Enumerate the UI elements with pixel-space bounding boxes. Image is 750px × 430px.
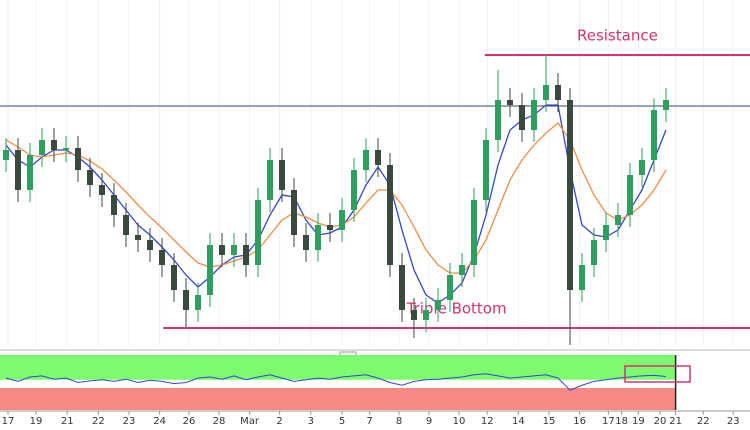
candle-body [519, 105, 525, 130]
x-tick-label: 23 [727, 416, 740, 427]
x-tick-label: 26 [183, 416, 196, 427]
x-tick-label: 21 [61, 416, 74, 427]
candle-body [531, 100, 537, 130]
x-tick-label: 7 [366, 416, 372, 427]
candle-body [255, 200, 261, 265]
candle-body [615, 215, 621, 225]
candle-body [663, 100, 669, 110]
candle-body [507, 100, 513, 105]
oscillator-line [5, 373, 667, 391]
candle-body [267, 160, 273, 200]
candle-body [231, 245, 237, 255]
candle-body [87, 170, 93, 185]
candle-body [399, 265, 405, 310]
x-tick-label: 15 [543, 416, 556, 427]
x-tick-label: 8 [396, 416, 402, 427]
candle-body [207, 245, 213, 295]
candle-body [627, 175, 633, 215]
candle-body [135, 235, 141, 240]
candle-body [411, 310, 417, 320]
candle-body [495, 100, 501, 140]
candle-body [243, 245, 249, 265]
x-tick-label: 9 [426, 416, 432, 427]
candle-body [39, 140, 45, 155]
x-tick-label: 12 [481, 416, 494, 427]
oversold-band [0, 388, 676, 410]
candle-body [375, 150, 381, 165]
overbought-band [0, 355, 676, 380]
x-tick-label: 22 [697, 416, 710, 427]
x-tick-label: 17 [2, 416, 15, 427]
candle-body [15, 150, 21, 190]
moving-average [5, 122, 667, 274]
x-tick-label: 22 [92, 416, 105, 427]
x-tick-label: 23 [123, 416, 136, 427]
candle-body [3, 150, 9, 160]
candle-body [591, 240, 597, 265]
candle-body [327, 225, 333, 230]
highlight-box [624, 365, 691, 383]
candle-body [351, 170, 357, 210]
x-tick-label: 10 [453, 416, 466, 427]
x-tick-label: 17 [602, 416, 615, 427]
candle-body [159, 250, 165, 265]
candle-body [303, 235, 309, 250]
candle-body [639, 160, 645, 175]
x-tick-label: 19 [30, 416, 43, 427]
annotation-label: Triple Bottom [406, 300, 507, 318]
candle-body [99, 185, 105, 195]
candle-body [603, 225, 609, 240]
candle-body [27, 155, 33, 190]
candle-body [651, 110, 657, 160]
candle-body [543, 85, 549, 100]
candle-body [483, 140, 489, 200]
x-tick-label: 20 [654, 416, 667, 427]
x-tick-label: 5 [339, 416, 345, 427]
candle-body [423, 310, 429, 320]
candle-body [387, 165, 393, 265]
candle-body [555, 85, 561, 100]
candle-body [279, 160, 285, 190]
candle-body [75, 148, 81, 170]
candle-body [111, 195, 117, 215]
candle-body [567, 100, 573, 290]
candle-body [315, 225, 321, 250]
candle-body [447, 275, 453, 300]
candle-body [183, 290, 189, 310]
candle-body [171, 265, 177, 290]
x-tick-label: 3 [308, 416, 314, 427]
candle-body [63, 148, 69, 150]
candle-body [147, 240, 153, 250]
annotation-label: Resistance [577, 27, 658, 45]
candle-body [471, 200, 477, 265]
candle-body [51, 140, 57, 150]
candle-body [123, 215, 129, 235]
x-tick-label: 2 [276, 416, 282, 427]
candle-body [339, 210, 345, 230]
x-tick-label: 19 [632, 416, 645, 427]
x-tick-label: 21 [669, 416, 682, 427]
x-tick-label: Mar [240, 416, 260, 427]
x-tick-label: 24 [153, 416, 166, 427]
x-tick-label: 28 [213, 416, 226, 427]
x-tick-label: 18 [615, 416, 628, 427]
candle-body [579, 265, 585, 290]
candle-body [219, 245, 225, 255]
candle-body [435, 300, 441, 310]
candle-body [459, 265, 465, 275]
x-tick-label: 14 [512, 416, 525, 427]
candle-body [195, 295, 201, 310]
x-tick-label: 16 [573, 416, 586, 427]
candle-body [363, 150, 369, 170]
candle-body [291, 190, 297, 235]
